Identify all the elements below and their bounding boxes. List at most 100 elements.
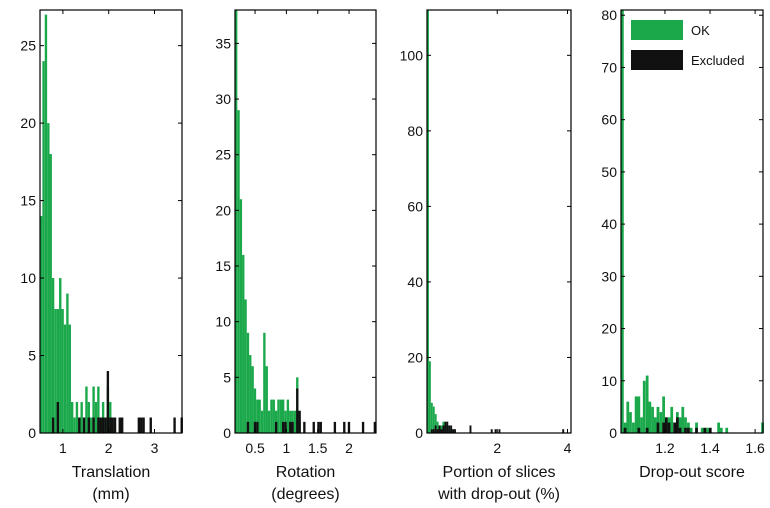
- y-tick-label: 10: [215, 314, 231, 330]
- histogram-bar-excluded: [120, 417, 124, 433]
- y-tick-label: 5: [28, 348, 36, 364]
- histogram-bar-excluded: [298, 410, 301, 433]
- histogram-bar-ok: [251, 366, 254, 433]
- histogram-bar-excluded: [450, 425, 453, 433]
- histogram-bar-ok: [428, 361, 431, 433]
- histogram-bar-excluded: [623, 427, 627, 433]
- histogram-bar-ok: [700, 427, 704, 433]
- histogram-bar-excluded: [662, 422, 665, 433]
- histogram-bar-ok: [263, 332, 266, 433]
- histogram-bar-excluded: [296, 388, 299, 433]
- histogram-bar-ok: [44, 14, 48, 434]
- histogram-bar-excluded: [490, 429, 493, 433]
- x-tick-label: 1.5: [308, 440, 328, 456]
- histogram-bar-excluded: [97, 417, 100, 433]
- y-tick-label: 100: [400, 47, 424, 63]
- histogram-bar-ok: [637, 396, 641, 433]
- histogram-bar-excluded: [82, 417, 86, 433]
- histogram-bar-ok: [54, 309, 57, 433]
- y-tick-label: 80: [601, 7, 617, 23]
- y-tick-label: 20: [601, 321, 617, 337]
- histogram-bar-ok: [689, 427, 693, 433]
- legend-label-excluded: Excluded: [691, 53, 744, 68]
- y-tick-label: 20: [407, 349, 423, 365]
- axes-frame: [234, 9, 377, 434]
- histogram-bar-ok: [235, 10, 238, 433]
- histogram-bar-ok: [270, 399, 273, 433]
- y-tick-label: 30: [601, 268, 617, 284]
- histogram-bar-ok: [87, 402, 91, 433]
- histogram-bar-excluded: [432, 429, 435, 433]
- histogram-bar-excluded: [101, 417, 105, 433]
- histogram-bar-excluded: [494, 429, 497, 433]
- x-tick-label: 4: [564, 440, 572, 456]
- histogram-bar-ok: [85, 386, 88, 433]
- histogram-bar-ok: [70, 402, 74, 433]
- histogram-bar-ok: [670, 406, 674, 433]
- y-tick-label: 15: [215, 258, 231, 274]
- histogram-bar-excluded: [246, 421, 250, 433]
- histogram-bar-ok: [63, 324, 67, 433]
- histogram-bar-ok: [253, 388, 257, 433]
- y-tick-label: 10: [20, 270, 36, 286]
- histogram-bar-ok: [258, 399, 261, 433]
- histogram-bar-ok: [719, 427, 723, 433]
- histogram-bar-ok: [434, 414, 437, 433]
- histogram-bar-excluded: [645, 427, 649, 433]
- series-excluded: [430, 421, 565, 433]
- y-tick-label: 35: [215, 35, 231, 51]
- histogram-bar-excluded: [440, 429, 443, 433]
- axes-frame: [426, 9, 572, 434]
- histogram-bar-excluded: [687, 427, 690, 433]
- histogram-bar-excluded: [256, 421, 259, 433]
- histogram-bar-excluded: [452, 429, 455, 433]
- x-tick-label: 3: [151, 440, 159, 456]
- histogram-bar-ok: [629, 412, 632, 433]
- histogram-bar-ok: [61, 309, 64, 433]
- histogram-bar-excluded: [498, 429, 501, 433]
- series-excluded: [246, 388, 377, 433]
- histogram-bar-excluded: [253, 421, 257, 433]
- histogram-bar-ok: [90, 417, 93, 433]
- histogram-bar-excluded: [373, 421, 377, 433]
- histogram-bar-ok: [42, 61, 45, 433]
- histogram-bar-ok: [249, 355, 252, 433]
- x-axis-label: Translation: [72, 464, 151, 481]
- series-ok: [621, 10, 764, 433]
- histogram-bar-excluded: [673, 422, 677, 433]
- histogram-bar-ok: [656, 406, 660, 433]
- y-tick-label: 30: [215, 91, 231, 107]
- histogram-bar-excluded: [454, 429, 456, 433]
- histogram-bar-ok: [645, 375, 649, 433]
- histogram-bar-ok: [717, 422, 720, 433]
- y-tick-label: 0: [28, 425, 36, 441]
- histogram-bar-ok: [436, 421, 439, 433]
- y-tick-label: 0: [415, 425, 423, 441]
- y-tick-label: 5: [223, 369, 231, 385]
- series-excluded: [623, 417, 712, 433]
- histogram-bar-ok: [73, 417, 76, 433]
- x-tick-label: 2: [493, 440, 501, 456]
- x-axis-label: with drop-out (%): [437, 486, 560, 503]
- y-tick-label: 50: [601, 164, 617, 180]
- histogram-bar-excluded: [92, 417, 95, 433]
- histogram-bar-excluded: [667, 422, 671, 433]
- histogram-bar-ok: [653, 417, 657, 433]
- histogram-bar-excluded: [109, 417, 112, 433]
- histogram-bar-ok: [242, 254, 245, 433]
- histogram-bar-excluded: [438, 425, 441, 433]
- histogram-bar-ok: [256, 399, 259, 433]
- y-tick-label: 0: [223, 425, 231, 441]
- histogram-bar-excluded: [113, 417, 117, 433]
- histogram-bar-ok: [662, 396, 665, 433]
- x-axis-label: Drop-out score: [639, 464, 745, 481]
- y-tick-label: 70: [601, 59, 617, 75]
- histogram-bar-ok: [651, 406, 654, 433]
- histogram-bar-excluded: [442, 425, 445, 433]
- histogram-bar-excluded: [137, 417, 141, 433]
- legend-swatch-ok: [631, 20, 683, 40]
- histogram-bar-excluded: [333, 421, 337, 433]
- x-tick-label: 1.6: [745, 440, 765, 456]
